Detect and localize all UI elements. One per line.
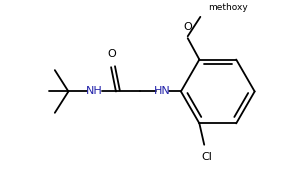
Text: O: O: [108, 49, 116, 59]
Text: Cl: Cl: [202, 152, 212, 162]
Text: NH: NH: [86, 86, 103, 96]
Text: O: O: [183, 22, 192, 32]
Text: methoxy: methoxy: [208, 3, 248, 12]
Text: HN: HN: [154, 86, 171, 96]
